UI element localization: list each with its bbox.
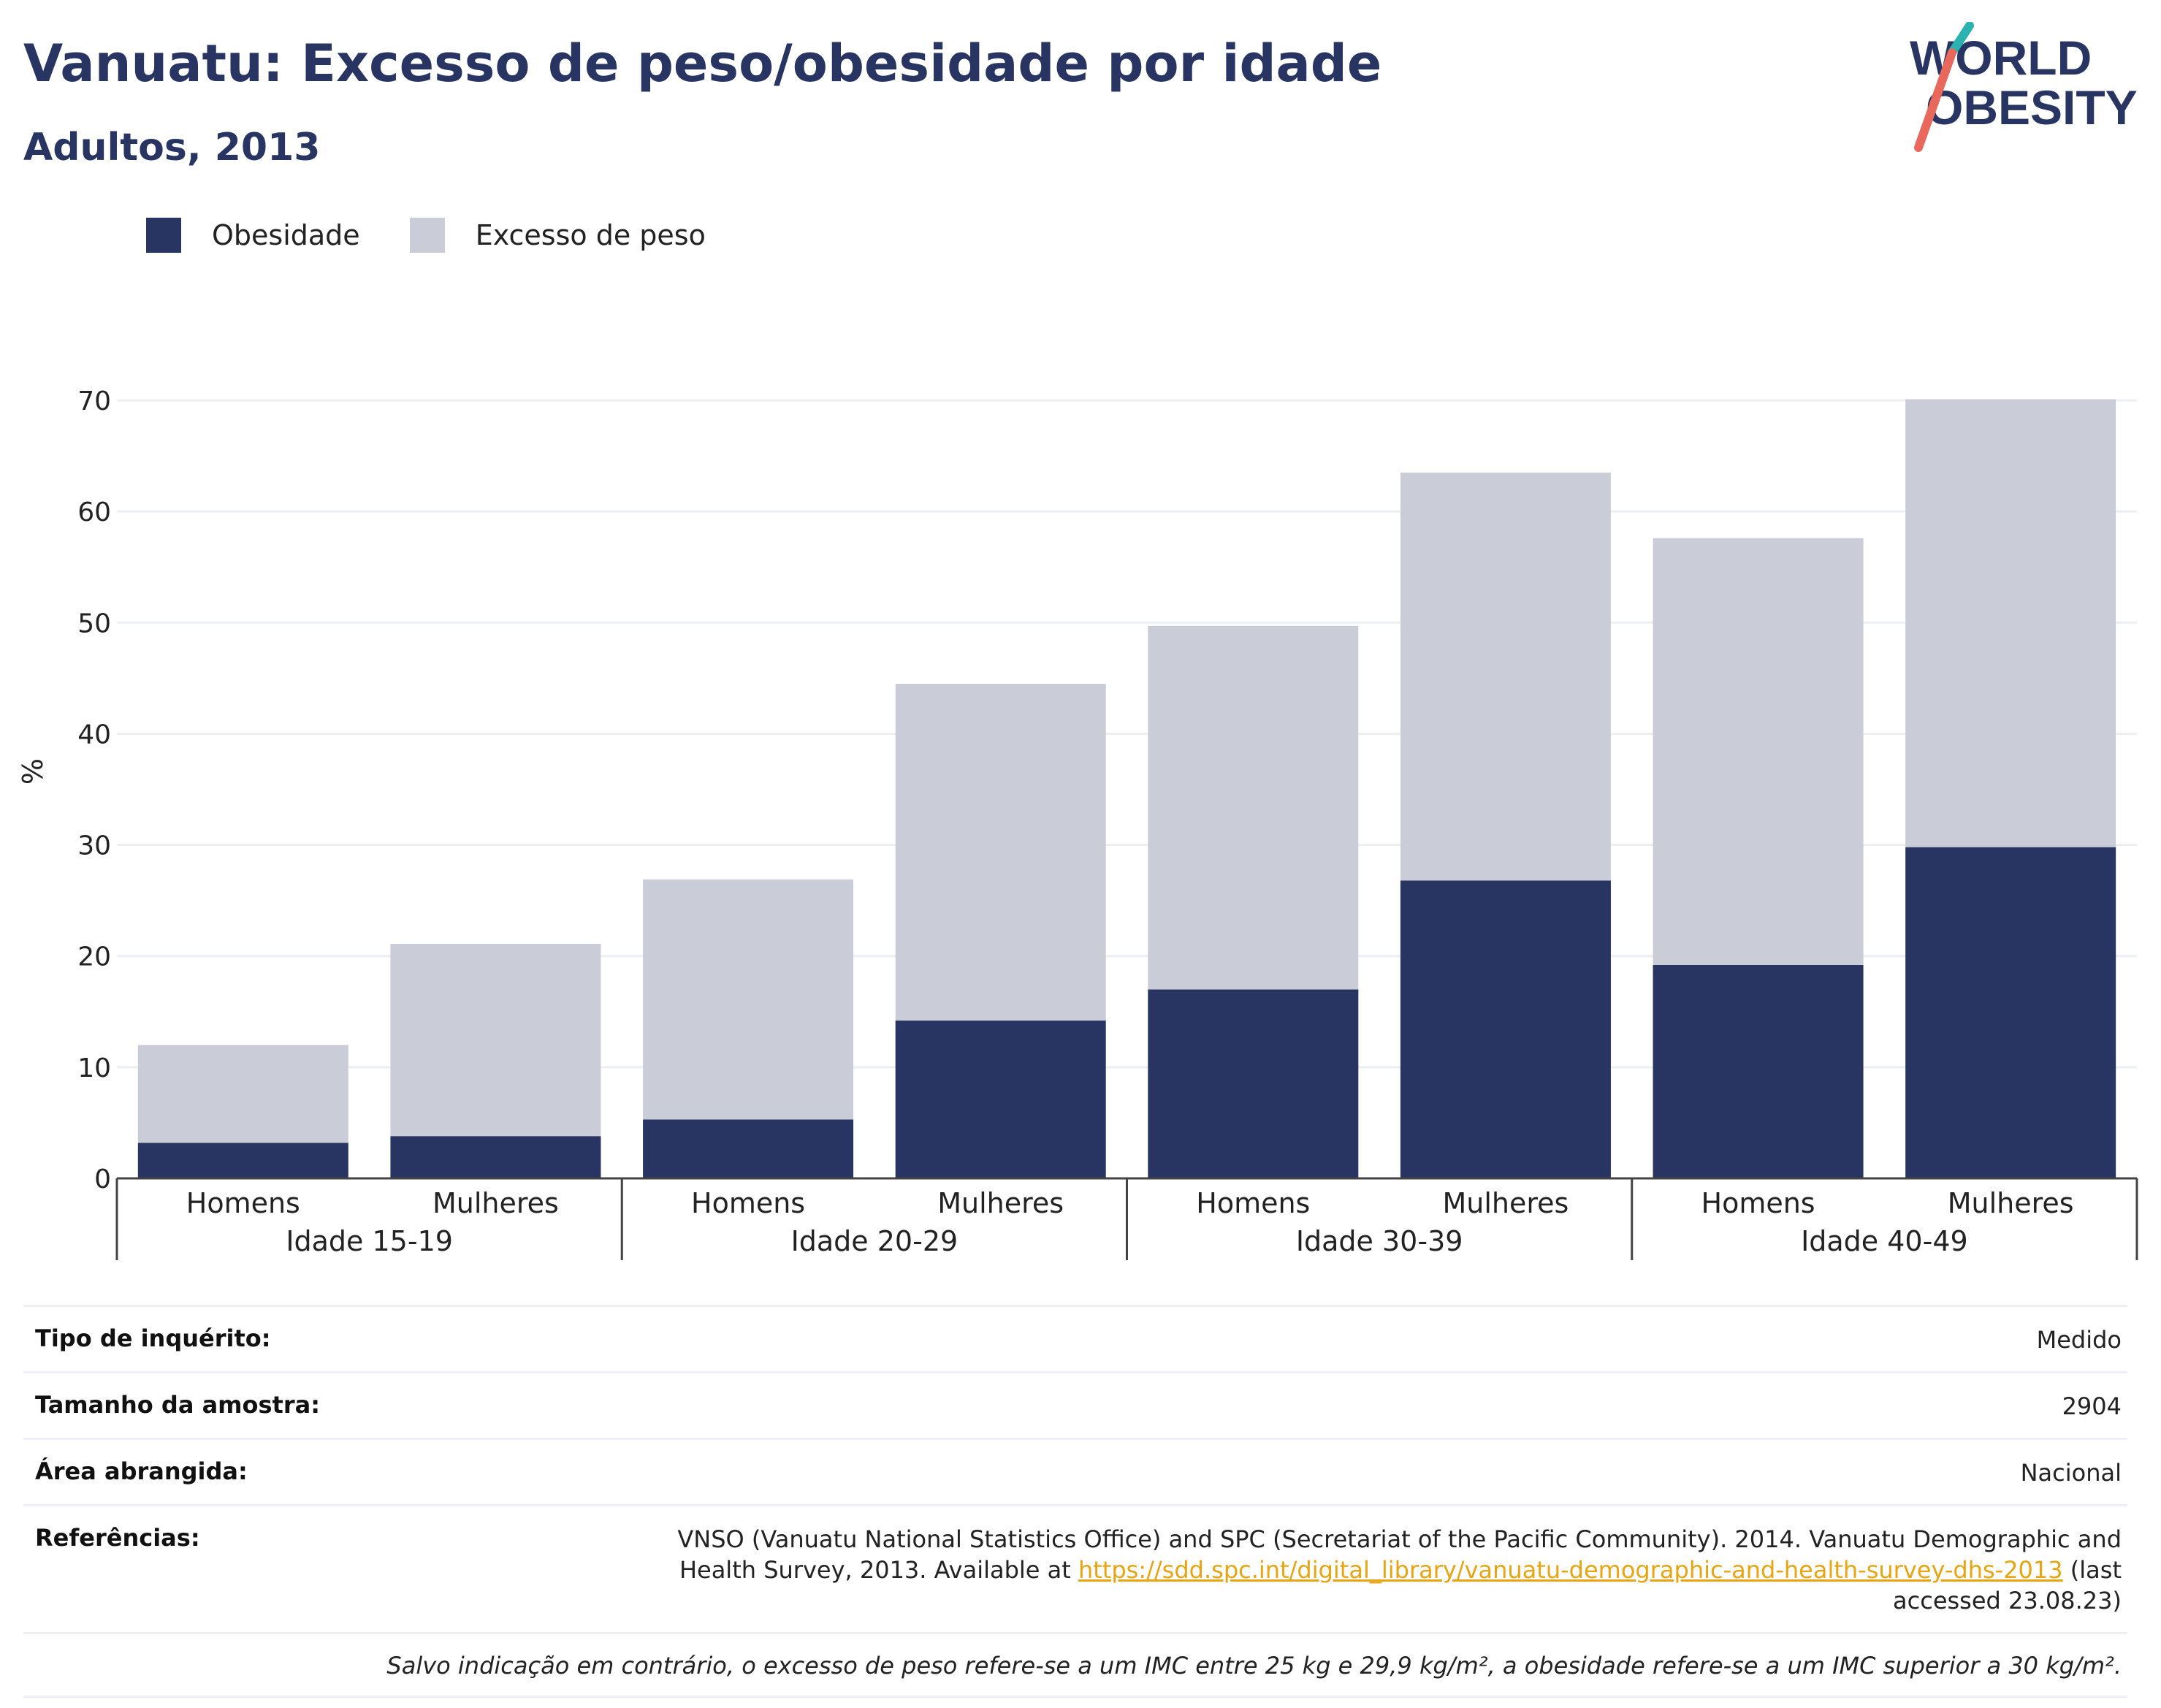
bar-overweight [1148, 625, 1359, 990]
survey-type-label: Tipo de inquérito: [35, 1324, 271, 1352]
x-tick-label: Homens [1196, 1187, 1310, 1219]
references-text-before: VNSO (Vanuatu National Statistics Office… [677, 1525, 2122, 1584]
sample-size-value: 2904 [2062, 1392, 2122, 1420]
x-tick-label: Mulheres [432, 1187, 559, 1219]
x-tick-label: Homens [691, 1187, 805, 1219]
y-tick-label: 0 [94, 1164, 111, 1194]
group-label: Idade 20-29 [791, 1225, 958, 1257]
bar-obesity [643, 1119, 854, 1178]
y-tick-label: 20 [77, 942, 111, 972]
legend-swatch-obesity [146, 218, 181, 253]
area-label: Área abrangida: [35, 1457, 248, 1485]
x-tick-label: Mulheres [937, 1187, 1064, 1219]
logo-word-1: WORLD [1910, 31, 2092, 85]
references-link[interactable]: https://sdd.spc.int/digital_library/vanu… [1078, 1556, 2063, 1584]
legend-label-obesity: Obesidade [212, 219, 360, 251]
definition-note: Salvo indicação em contrário, o excesso … [386, 1652, 2122, 1680]
bar-obesity [137, 1143, 348, 1178]
info-row-note: Salvo indicação em contrário, o excesso … [23, 1632, 2127, 1698]
bar-overweight [137, 1045, 348, 1143]
legend-item-obesity[interactable]: Obesidade [146, 218, 360, 253]
references-value: VNSO (Vanuatu National Statistics Office… [624, 1524, 2122, 1616]
info-row-references: Referências: VNSO (Vanuatu National Stat… [23, 1504, 2127, 1632]
bar-obesity [390, 1136, 601, 1178]
y-tick-label: 60 [77, 497, 111, 527]
legend-item-overweight[interactable]: Excesso de peso [409, 218, 706, 253]
logo-slash-coral [1914, 48, 1956, 152]
group-label: Idade 30-39 [1296, 1225, 1463, 1257]
bar-overweight [1905, 399, 2116, 847]
y-tick-label: 70 [77, 386, 111, 416]
bar-obesity [895, 1020, 1106, 1178]
info-row-sample-size: Tamanho da amostra: 2904 [23, 1371, 2127, 1438]
info-row-area: Área abrangida: Nacional [23, 1438, 2127, 1504]
bar-obesity [1400, 880, 1611, 1178]
y-tick-label: 30 [77, 831, 111, 861]
survey-type-value: Medido [2036, 1326, 2122, 1354]
bar-overweight [895, 683, 1106, 1021]
y-tick-label: 10 [77, 1053, 111, 1083]
info-row-survey-type: Tipo de inquérito: Medido [23, 1305, 2127, 1371]
bar-overweight [390, 943, 601, 1137]
logo-slash-teal [1948, 22, 1974, 57]
info-table: Tipo de inquérito: Medido Tamanho da amo… [23, 1305, 2127, 1698]
x-tick-label: Homens [186, 1187, 300, 1219]
area-value: Nacional [2020, 1459, 2122, 1487]
y-axis-label: % [17, 758, 49, 785]
sample-size-label: Tamanho da amostra: [35, 1391, 320, 1419]
references-label: Referências: [35, 1524, 200, 1552]
bar-obesity [1653, 964, 1864, 1178]
group-label: Idade 40-49 [1801, 1225, 1968, 1257]
legend-swatch-overweight [409, 218, 445, 253]
bar-overweight [1653, 538, 1864, 965]
y-tick-label: 50 [77, 609, 111, 638]
chart-title: Vanuatu: Excesso de peso/obesidade por i… [23, 34, 1382, 94]
logo-word-2: OBESITY [1926, 80, 2138, 134]
bar-obesity [1148, 989, 1359, 1178]
legend-label-overweight: Excesso de peso [475, 219, 706, 251]
chart-legend: Obesidade Excesso de peso [146, 218, 755, 253]
world-obesity-logo: WORLD OBESITY [1910, 22, 2138, 152]
bar-overweight [1400, 472, 1611, 881]
chart-subtitle: Adultos, 2013 [23, 126, 321, 169]
y-tick-label: 40 [77, 720, 111, 750]
bar-obesity [1905, 847, 2116, 1178]
group-label: Idade 15-19 [286, 1225, 453, 1257]
x-tick-label: Homens [1701, 1187, 1815, 1219]
x-tick-label: Mulheres [1948, 1187, 2074, 1219]
bar-chart: 0 10 20 30 40 50 60 70% Homens Mulheres Homens Mulh… [17, 386, 2138, 1260]
references-text-after: (last accessed 23.08.23) [1893, 1556, 2122, 1614]
bar-overweight [643, 879, 854, 1120]
x-tick-label: Mulheres [1443, 1187, 1569, 1219]
